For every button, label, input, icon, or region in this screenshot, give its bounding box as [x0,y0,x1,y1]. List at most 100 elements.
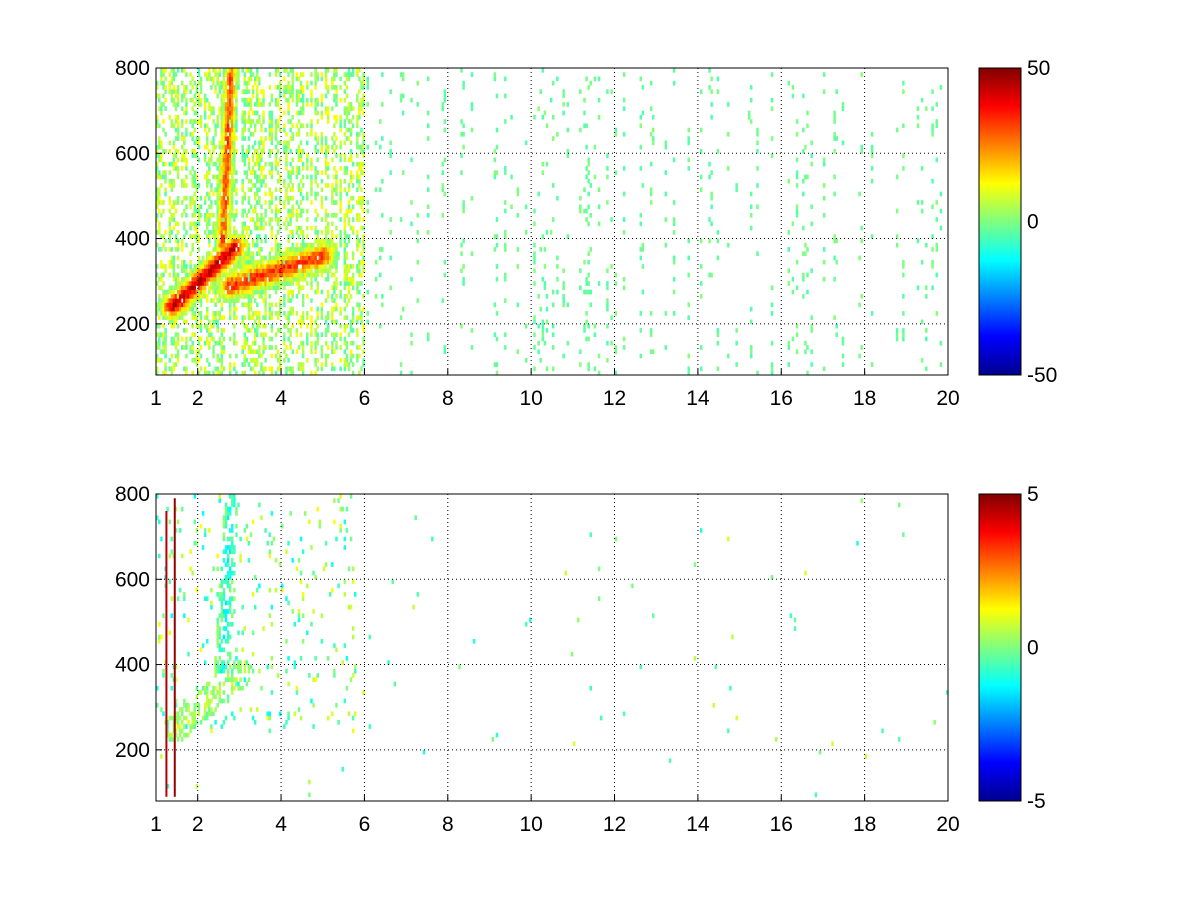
heatmap-cell [331,319,334,325]
heatmap-cell [833,131,836,137]
heatmap-cell [199,293,203,299]
heatmap-cell [920,166,924,171]
heatmap-cell [206,336,209,342]
heatmap-cell [251,289,255,295]
heatmap-cell [231,191,234,197]
heatmap-cell [281,264,284,269]
heatmap-cell [197,349,201,355]
heatmap-cell [160,311,163,316]
heatmap-cell [860,345,863,350]
heatmap-cell [735,715,738,721]
heatmap-cell [181,80,184,86]
heatmap-cell [170,536,174,542]
heatmap-cell [916,114,920,120]
heatmap-cell [806,174,809,180]
heatmap-cell [710,114,713,120]
heatmap-cell [289,264,292,269]
heatmap-cell [343,178,347,184]
heatmap-cell [228,604,232,610]
heatmap-cell [331,136,334,141]
x-tick-label: 14 [686,387,710,410]
heatmap-cell [222,225,226,231]
heatmap-cell [176,285,180,291]
heatmap-cell [253,259,257,265]
heatmap-cell [268,613,272,619]
heatmap-cell [587,323,590,329]
heatmap-cell [226,106,230,112]
heatmap-cell [216,357,219,363]
heatmap-cell [291,80,294,86]
heatmap-cell [287,208,290,214]
heatmap-cell [274,153,278,158]
heatmap-cell [441,187,445,193]
heatmap-cell [224,506,228,512]
heatmap-cell [226,247,230,252]
heatmap-cell [264,332,267,338]
heatmap-cell [495,93,499,99]
heatmap-cell [316,234,319,239]
heatmap-cell [235,127,238,133]
heatmap-cell [226,174,230,180]
heatmap-cell [260,178,263,184]
heatmap-cell [178,728,182,734]
heatmap-cell [462,276,465,282]
heatmap-cell [389,89,392,94]
heatmap-cell [224,251,228,257]
heatmap-cell [172,166,176,171]
heatmap-cell [281,268,284,274]
heatmap-cell [356,72,359,77]
heatmap-cell [193,221,196,227]
heatmap-cell [358,166,361,171]
heatmap-cell [276,255,280,261]
heatmap-cell [895,332,899,338]
heatmap-cell [233,494,236,499]
heatmap-cell [314,208,317,214]
heatmap-cell [333,76,336,82]
heatmap-cell [295,255,299,261]
heatmap-cell [178,281,182,286]
heatmap-cell [191,719,194,725]
heatmap-cell [239,259,242,265]
heatmap-cell [174,298,178,303]
heatmap-cell [687,370,690,375]
heatmap-cell [222,523,226,529]
heatmap-cell [351,319,355,325]
heatmap-cell [716,89,720,94]
heatmap-cell [274,234,278,239]
heatmap-cell [220,140,224,146]
heatmap-cell [162,293,165,299]
heatmap-cell [162,264,165,269]
heatmap-cell [220,238,224,244]
heatmap-cell [333,498,336,503]
heatmap-cell [220,153,224,158]
heatmap-cell [687,136,690,141]
heatmap-cell [251,293,255,299]
heatmap-cell [272,255,276,261]
heatmap-cell [185,311,188,316]
heatmap-cell [241,255,244,261]
heatmap-cell [306,247,309,252]
heatmap-cell [320,102,324,107]
heatmap-cell [251,144,255,150]
heatmap-cell [245,80,249,86]
heatmap-cell [256,102,259,107]
heatmap-cell [197,281,201,286]
heatmap-cell [220,345,224,350]
heatmap-cell [220,106,224,112]
heatmap-cell [276,281,280,286]
heatmap-cell [278,114,282,120]
heatmap-cell [349,536,353,542]
heatmap-cell [201,264,205,269]
heatmap-cell [426,110,430,116]
heatmap-cell [183,298,186,303]
heatmap-cell [201,285,205,291]
heatmap-cell [343,366,347,372]
heatmap-cell [566,102,570,107]
heatmap-cell [228,230,232,235]
heatmap-cell [345,166,349,171]
heatmap-cell [228,247,232,252]
heatmap-cell [243,238,247,244]
heatmap-cell [320,131,324,137]
heatmap-cell [235,85,238,90]
heatmap-cell [203,690,207,695]
